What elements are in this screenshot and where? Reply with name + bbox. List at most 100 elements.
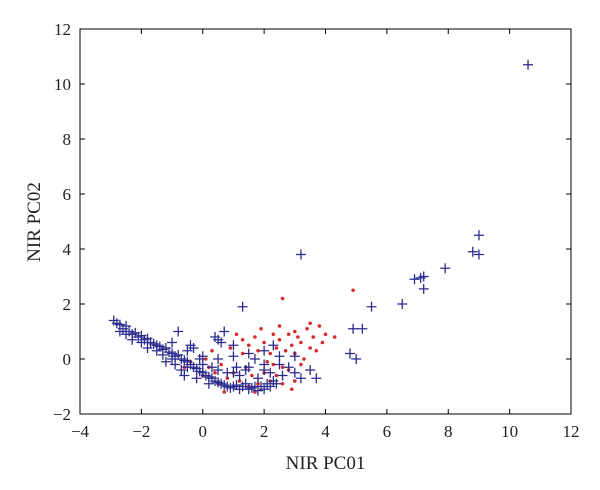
plus-point — [252, 373, 263, 384]
dot-point — [204, 357, 208, 361]
plus-point — [206, 362, 217, 373]
dot-point — [299, 340, 303, 345]
dot-point — [320, 340, 325, 345]
dot-point — [271, 332, 276, 337]
dot-point — [299, 362, 303, 367]
dot-point — [265, 359, 269, 364]
dot-point — [277, 324, 282, 328]
dot-point — [289, 387, 294, 392]
plus-point — [268, 340, 279, 351]
plus-point — [231, 362, 242, 373]
dot-point — [240, 337, 245, 342]
dot-point — [256, 381, 260, 386]
dot-point — [271, 362, 276, 367]
dot-point — [240, 351, 245, 356]
dot-point — [213, 370, 217, 375]
dot-point — [268, 351, 273, 356]
plus-point — [311, 373, 322, 384]
dot-point — [293, 329, 297, 334]
dot-point — [219, 362, 223, 367]
plus-point — [345, 348, 356, 359]
plus-point — [440, 263, 451, 274]
plus-point — [185, 340, 196, 351]
plus-point — [203, 378, 214, 389]
x-tick-label: 12 — [563, 422, 580, 441]
plus-point — [228, 340, 239, 351]
dot-point — [280, 381, 285, 386]
y-axis-label: NIR PC02 — [24, 182, 45, 262]
plus-point — [295, 249, 306, 260]
plus-point — [357, 323, 368, 334]
plus-point — [348, 323, 359, 334]
plot-area — [79, 28, 572, 415]
plus-point — [222, 367, 233, 378]
y-tick-label: 0 — [63, 350, 72, 369]
plus-point — [366, 301, 377, 312]
plus-point — [351, 354, 362, 364]
dot-point — [234, 332, 239, 337]
y-tick-label: 10 — [54, 75, 71, 94]
plus-point — [249, 354, 260, 364]
x-tick-label: −4 — [71, 422, 90, 441]
plus-point — [234, 370, 245, 381]
dot-point — [323, 332, 328, 337]
plus-point — [467, 246, 478, 257]
y-tick-label: −2 — [53, 405, 71, 424]
y-tick-label: 8 — [63, 130, 72, 149]
plus-point — [176, 365, 187, 375]
dot-point — [237, 379, 242, 383]
dot-point — [210, 348, 214, 353]
plus-point — [182, 362, 193, 373]
plus-point — [265, 381, 276, 392]
plus-point — [523, 59, 534, 70]
y-tick-label: 12 — [54, 20, 71, 39]
data-points — [108, 59, 534, 396]
plus-point — [210, 332, 221, 342]
dot-point — [351, 288, 355, 293]
x-tick-label: 2 — [260, 422, 269, 441]
plus-point — [142, 343, 153, 353]
plus-point — [160, 356, 171, 367]
plus-point — [151, 345, 162, 356]
plus-point — [418, 271, 429, 282]
dot-point — [253, 335, 257, 339]
plus-point — [259, 359, 270, 370]
x-tick-label: 8 — [444, 422, 453, 441]
dot-point — [289, 343, 294, 348]
dot-point — [222, 390, 227, 394]
plus-point — [295, 373, 306, 384]
plus-point — [243, 348, 254, 359]
dot-point — [302, 357, 306, 361]
plus-point — [418, 283, 429, 294]
x-tick-label: 10 — [501, 422, 518, 441]
plus-point — [240, 365, 251, 375]
plus-point — [274, 351, 285, 362]
plus-point — [173, 326, 184, 337]
dot-point — [280, 365, 285, 370]
plus-point — [237, 301, 248, 312]
plus-point — [167, 354, 178, 364]
dot-point — [228, 346, 233, 350]
plus-point — [213, 354, 224, 364]
x-tick-label: 4 — [321, 422, 330, 441]
plus-point — [121, 329, 132, 340]
y-tick-label: 6 — [63, 185, 72, 204]
dot-point — [262, 340, 266, 345]
dot-point — [280, 296, 285, 301]
plus-point — [289, 351, 300, 362]
plus-point — [170, 359, 181, 370]
dot-point — [296, 335, 300, 339]
plus-point — [305, 365, 316, 375]
plus-point — [182, 345, 193, 356]
x-tick-label: 0 — [199, 422, 208, 441]
plus-point — [277, 370, 288, 381]
x-axis-label: NIR PC01 — [286, 453, 366, 474]
plus-point — [114, 326, 125, 337]
plus-point — [240, 378, 251, 389]
plus-point — [265, 367, 276, 378]
x-tick-label: −2 — [132, 422, 150, 441]
plus-point — [219, 326, 230, 337]
x-tick-label: 6 — [383, 422, 392, 441]
dot-point — [293, 379, 297, 383]
